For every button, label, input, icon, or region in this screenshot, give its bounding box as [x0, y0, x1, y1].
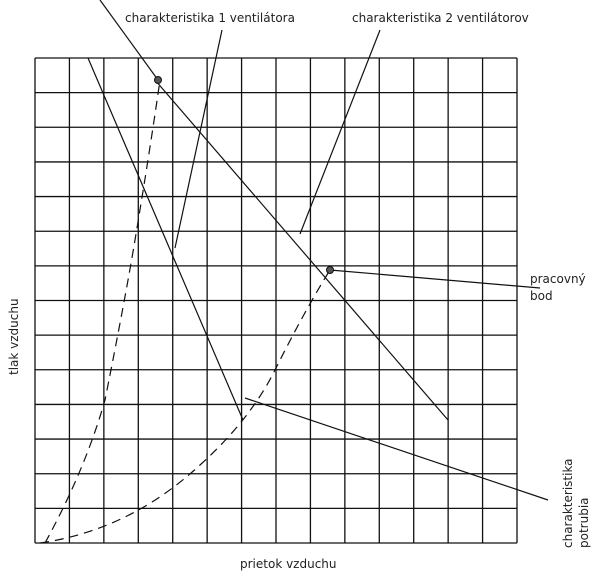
grid: [34, 57, 518, 544]
x-axis-label: prietok vzduchu: [240, 557, 337, 571]
fan2-curve: [154, 79, 449, 421]
point: [326, 266, 334, 274]
label: charakteristika: [561, 458, 575, 548]
point: [154, 76, 162, 84]
pipe-curve-2: [39, 269, 331, 544]
pipe-curve-1: [44, 79, 161, 544]
label: pracovný: [530, 272, 586, 286]
pointer: [244, 397, 549, 501]
label: potrubia: [577, 497, 591, 548]
label: charakteristika 1 ventilátora: [125, 11, 295, 25]
label: charakteristika 2 ventilátorov: [352, 11, 529, 25]
y-axis-label: tlak vzduchu: [7, 298, 21, 375]
fan1-curve: [87, 57, 244, 421]
pointer: [299, 29, 381, 235]
label: bod: [530, 289, 553, 303]
pointer: [329, 269, 541, 289]
pointer: [99, 0, 159, 81]
pointer: [174, 29, 223, 249]
